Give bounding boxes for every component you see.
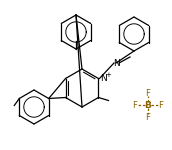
Text: N: N [113, 58, 119, 68]
Text: F: F [146, 88, 150, 98]
Text: B: B [144, 100, 151, 109]
Text: F: F [133, 100, 137, 109]
Text: F: F [146, 112, 150, 122]
Text: +: + [105, 72, 111, 78]
Text: F: F [159, 100, 163, 109]
Text: N: N [100, 74, 107, 83]
